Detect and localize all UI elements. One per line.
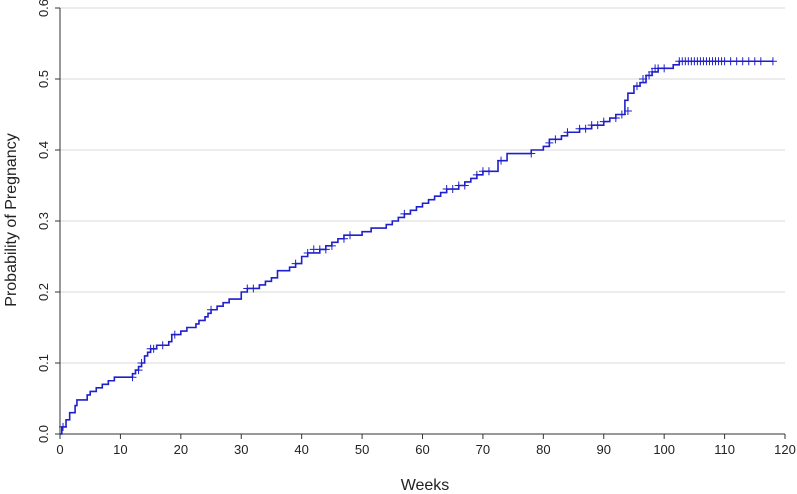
censor-mark: [303, 248, 312, 257]
y-tick-label: 0.6: [36, 0, 51, 17]
x-tick-label: 20: [174, 442, 188, 457]
x-tick-label: 10: [113, 442, 127, 457]
censor-mark: [756, 57, 765, 66]
x-tick-label: 0: [56, 442, 63, 457]
x-tick-label: 30: [234, 442, 248, 457]
censor-mark: [137, 359, 146, 367]
censor-mark: [134, 366, 143, 375]
censor-mark: [149, 344, 158, 353]
censor-mark: [327, 241, 336, 250]
censor-mark: [497, 156, 506, 165]
censor-mark: [59, 422, 68, 431]
censor-mark: [460, 181, 469, 190]
censor-mark: [639, 75, 648, 83]
y-tick-label: 0.5: [36, 70, 51, 88]
censor-mark: [623, 106, 632, 115]
censor-mark: [128, 373, 137, 382]
x-tick-label: 90: [597, 442, 611, 457]
censor-mark: [593, 121, 602, 130]
censor-mark: [551, 135, 560, 144]
censor-mark: [291, 259, 300, 268]
censor-mark: [321, 245, 330, 254]
series-step-line: [60, 60, 773, 435]
y-tick-label: 0.4: [36, 141, 51, 159]
censor-mark: [599, 117, 608, 126]
censor-mark: [484, 167, 493, 176]
x-tick-label: 80: [536, 442, 550, 457]
gridlines: [60, 7, 785, 364]
x-tick-label: 70: [476, 442, 490, 457]
y-tick-label: 0.3: [36, 212, 51, 230]
censor-mark: [632, 82, 641, 91]
censor-mark: [545, 138, 554, 147]
censor-mark: [581, 124, 590, 133]
x-tick-label: 60: [415, 442, 429, 457]
censor-mark: [448, 185, 457, 194]
y-tick-label: 0.0: [36, 425, 51, 443]
y-ticks: 0.0 0.1 0.2 0.3 0.4 0.5 0.6: [36, 0, 60, 443]
x-tick-label: 40: [294, 442, 308, 457]
censor-mark: [207, 305, 216, 314]
y-tick-label: 0.2: [36, 283, 51, 301]
censor-marks: [59, 57, 777, 431]
x-tick-label: 50: [355, 442, 369, 457]
censor-mark: [400, 209, 409, 218]
censor-mark: [617, 110, 626, 119]
censor-mark: [611, 114, 620, 123]
x-tick-label: 120: [774, 442, 796, 457]
x-tick-label: 100: [653, 442, 675, 457]
y-tick-label: 0.1: [36, 354, 51, 372]
censor-mark: [472, 170, 481, 179]
censor-mark: [339, 234, 348, 243]
x-tick-label: 110: [714, 442, 735, 457]
censor-mark: [660, 64, 669, 73]
x-ticks: 0 10 20 30 40 50 60 70 80 90 100 110 120: [56, 434, 796, 457]
censor-mark: [563, 128, 572, 137]
censor-mark: [768, 57, 777, 66]
censor-mark: [170, 330, 179, 339]
censor-mark: [346, 231, 354, 240]
x-axis-title: Weeks: [401, 477, 450, 494]
censor-mark: [249, 284, 258, 293]
y-axis-title: Probability of Pregnancy: [3, 133, 20, 306]
censor-mark: [527, 149, 536, 158]
censor-mark: [158, 341, 167, 350]
